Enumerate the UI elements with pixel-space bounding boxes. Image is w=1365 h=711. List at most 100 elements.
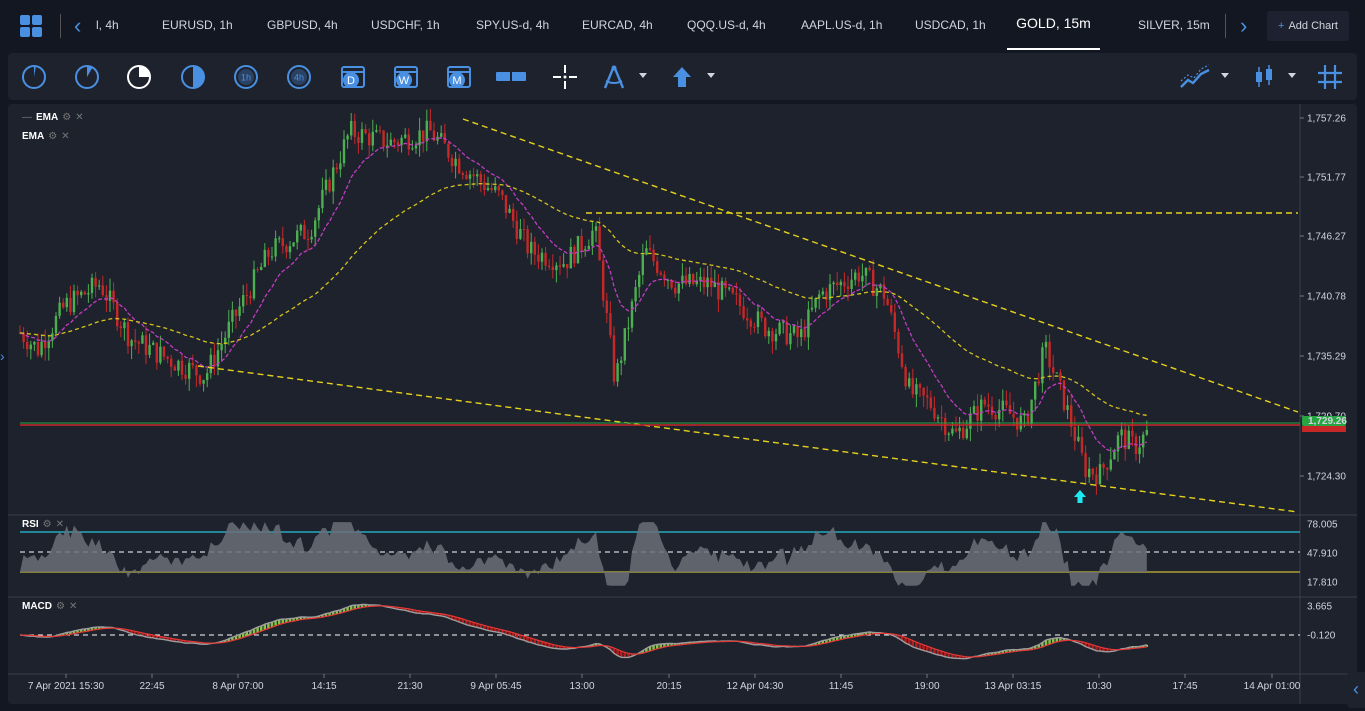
candle-body bbox=[1055, 372, 1058, 374]
candle-body bbox=[1088, 468, 1091, 478]
candle-body bbox=[317, 208, 320, 221]
drawing-dropdown-icon[interactable] bbox=[639, 73, 647, 78]
grid-icon[interactable] bbox=[1316, 63, 1344, 91]
line-chart-icon[interactable] bbox=[1179, 63, 1213, 91]
candle-body bbox=[753, 326, 756, 328]
chart-tab[interactable]: GOLD, 15m bbox=[1007, 0, 1100, 50]
candle-body bbox=[634, 287, 637, 302]
candle-body bbox=[454, 158, 457, 167]
candle-body bbox=[569, 246, 572, 269]
chart-tab[interactable]: SPY.US-d, 4h bbox=[476, 18, 550, 32]
candle-body bbox=[105, 295, 108, 301]
candle-body bbox=[620, 360, 623, 364]
candle-body bbox=[699, 276, 702, 281]
candle-body bbox=[695, 280, 698, 285]
chart-tab[interactable]: SILVER, 15m bbox=[1138, 18, 1210, 32]
candle-body bbox=[922, 387, 925, 396]
candle-body bbox=[238, 306, 241, 316]
trendline-lower bbox=[197, 365, 1299, 513]
tabs-scroll-left-icon[interactable]: ‹ bbox=[74, 13, 82, 38]
timeframe-4h-icon[interactable]: 4h bbox=[285, 63, 313, 91]
ema-slow-line bbox=[19, 183, 1147, 416]
time-tick-label: 14 Apr 01:00 bbox=[1244, 681, 1301, 692]
candle-body bbox=[263, 249, 266, 267]
settings-icon[interactable]: ⚙ bbox=[42, 519, 52, 530]
candle-body bbox=[828, 284, 832, 300]
crosshair-icon[interactable] bbox=[551, 63, 579, 91]
candle-body bbox=[839, 281, 842, 286]
chart-tab-bar: ‹ l, 4h EURUSD, 1h GBPUSD, 4h USDCHF, 1h SPY… bbox=[0, 0, 1365, 50]
chart-tab[interactable]: QQQ.US-d, 4h bbox=[687, 18, 766, 32]
calendar-week-icon[interactable]: W bbox=[392, 63, 420, 91]
candle-body bbox=[616, 363, 619, 382]
signal-arrow-icon bbox=[1074, 490, 1086, 503]
arrow-dropdown-icon[interactable] bbox=[707, 73, 715, 78]
settings-icon[interactable]: ⚙ bbox=[48, 131, 58, 142]
candle-body bbox=[843, 281, 846, 287]
candle-body bbox=[382, 130, 385, 147]
clock-1m-icon[interactable] bbox=[20, 63, 48, 91]
chart-tab[interactable]: AAPL.US-d, 1h bbox=[801, 18, 883, 32]
chart-tab[interactable]: GBPUSD, 4h bbox=[267, 18, 338, 32]
chart-area[interactable]: 1,757.26 1,751.77 1,746.27 1,740.78 1,735.29… bbox=[8, 104, 1357, 704]
candle-body bbox=[890, 305, 893, 313]
candle-body bbox=[1106, 467, 1109, 470]
candle-body bbox=[944, 418, 947, 435]
candle-body bbox=[260, 266, 263, 271]
candle-body bbox=[872, 269, 875, 296]
candle-body bbox=[800, 329, 803, 338]
chart-tab[interactable]: USDCAD, 1h bbox=[915, 18, 986, 32]
candle-body bbox=[40, 341, 43, 356]
candle-body bbox=[51, 333, 54, 341]
expand-left-icon[interactable]: › bbox=[0, 348, 5, 364]
clock-15m-icon[interactable] bbox=[125, 63, 153, 91]
price-chart[interactable]: 1,757.26 1,751.77 1,746.27 1,740.78 1,735.29… bbox=[8, 104, 1357, 704]
candle-body bbox=[976, 406, 979, 421]
close-icon[interactable]: ✕ bbox=[75, 112, 84, 123]
rsi-tick-label: 78.005 bbox=[1307, 520, 1338, 531]
candle-body bbox=[821, 291, 824, 295]
chart-type-dropdown-icon[interactable] bbox=[1288, 73, 1296, 78]
candle-body bbox=[947, 433, 950, 435]
candle-body bbox=[818, 294, 821, 299]
calendar-day-icon[interactable]: D bbox=[339, 63, 367, 91]
settings-icon[interactable]: ⚙ bbox=[62, 112, 72, 123]
macd-line bbox=[19, 603, 1147, 660]
candle-body bbox=[126, 322, 130, 347]
close-icon[interactable]: ✕ bbox=[55, 519, 65, 530]
candle-body bbox=[350, 120, 353, 136]
tabs-scroll-right-icon[interactable]: › bbox=[1240, 13, 1248, 38]
settings-icon[interactable]: ⚙ bbox=[56, 601, 65, 612]
arrow-up-icon[interactable] bbox=[668, 63, 696, 91]
candle-body bbox=[746, 318, 749, 321]
candle-body bbox=[1120, 429, 1123, 436]
time-tick-label: 11:45 bbox=[829, 681, 854, 692]
legend-ema-2-label: EMA bbox=[22, 131, 45, 142]
candle-body bbox=[810, 307, 814, 310]
clock-30m-icon[interactable] bbox=[179, 63, 207, 91]
close-icon[interactable]: ✕ bbox=[68, 601, 78, 612]
candle-body bbox=[476, 174, 479, 177]
chart-tab[interactable]: EURUSD, 1h bbox=[162, 18, 233, 32]
range-icon[interactable] bbox=[494, 63, 528, 91]
expand-right-icon[interactable]: ‹ bbox=[1347, 672, 1365, 708]
candlestick-icon[interactable] bbox=[1250, 63, 1278, 91]
calendar-month-icon[interactable]: M bbox=[445, 63, 473, 91]
chart-tab[interactable]: USDCHF, 1h bbox=[371, 18, 440, 32]
chart-tab[interactable]: l, 4h bbox=[96, 18, 119, 32]
close-icon[interactable]: ✕ bbox=[61, 131, 70, 142]
candle-body bbox=[562, 264, 565, 267]
add-chart-button[interactable]: + Add Chart bbox=[1267, 11, 1349, 41]
chart-tab[interactable]: EURCAD, 4h bbox=[582, 18, 653, 32]
candle-body bbox=[994, 414, 997, 420]
clock-5m-icon[interactable] bbox=[73, 63, 101, 91]
candle-body bbox=[440, 133, 443, 137]
timeframe-1h-icon[interactable]: 1h bbox=[232, 63, 260, 91]
drawing-compass-icon[interactable] bbox=[600, 63, 628, 91]
candle-body bbox=[807, 309, 810, 338]
candle-body bbox=[533, 241, 536, 255]
legend-rsi: RSI ⚙ ✕ bbox=[22, 519, 64, 530]
candle-body bbox=[267, 249, 270, 257]
layout-grid-icon[interactable] bbox=[20, 15, 42, 37]
line-chart-dropdown-icon[interactable] bbox=[1221, 73, 1229, 78]
